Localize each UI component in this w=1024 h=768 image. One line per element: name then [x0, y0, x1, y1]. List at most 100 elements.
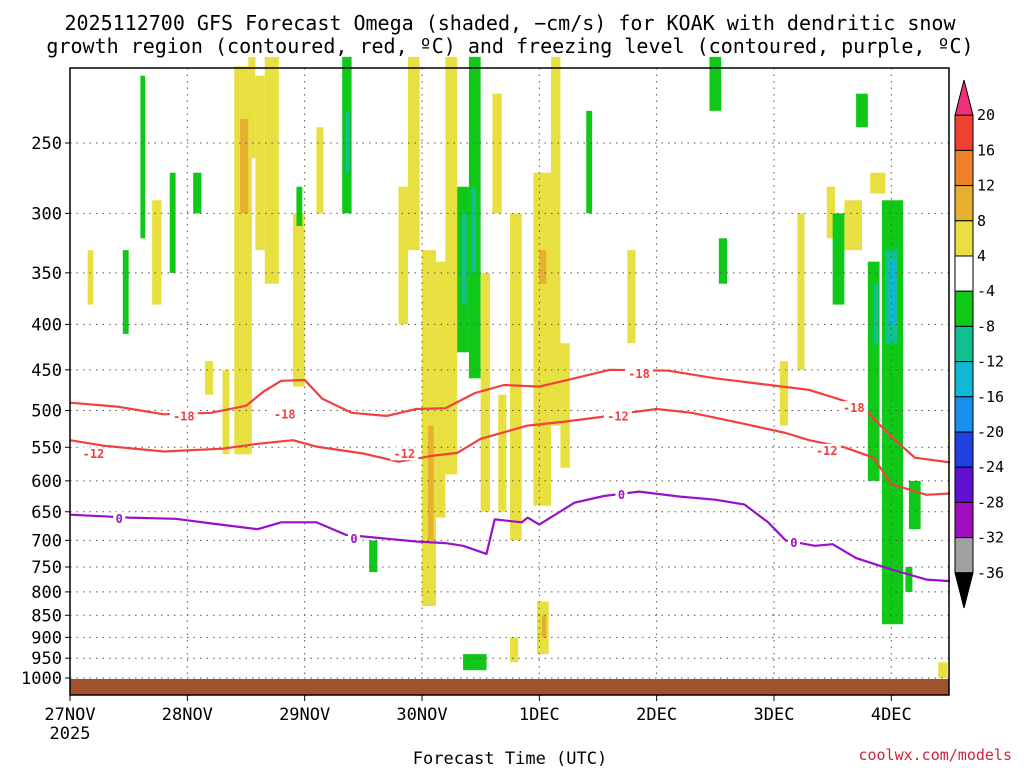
contour-label-0-3: 0: [790, 536, 797, 550]
omega-shade-cell-5: [222, 369, 230, 455]
omega-shade-cell-27: [492, 93, 502, 214]
omega-shade-cell-15: [345, 110, 350, 173]
omega-shade-cell-34: [586, 110, 593, 214]
omega-shade-cell-17: [407, 56, 420, 251]
ground-fill: [70, 679, 949, 695]
omega-shade-cell-11: [169, 172, 176, 273]
x-tick-sublabel-0: 2025: [50, 724, 91, 744]
omega-shade-cell-58: [938, 662, 948, 678]
ground-band: [70, 679, 949, 695]
contour-line-0: [69, 490, 951, 583]
contour-label-bg: [390, 447, 419, 461]
y-tick-label-700: 700: [31, 531, 62, 551]
contour-label--12-2: -12: [607, 410, 629, 424]
omega-shade-cell-10: [140, 75, 146, 239]
omega-shade-cell-16: [398, 186, 408, 325]
omega-shade-cell-28: [498, 394, 507, 512]
x-tick-label-2: 29NOV: [279, 705, 330, 725]
grid-lines: [70, 68, 949, 695]
colorbar-swatch-2: [954, 149, 974, 187]
colorbar-swatch-4: [954, 220, 974, 257]
x-axis-label: Forecast Time (UTC): [413, 749, 607, 768]
omega-shade-cell-7: [316, 127, 324, 214]
omega-shade-cell-23: [461, 213, 467, 305]
colorbar-label-1: 16: [977, 141, 995, 159]
colorbar-swatch-14: [954, 572, 974, 609]
colorbar-swatch-11: [954, 466, 974, 503]
contour-label-0-1: 0: [350, 532, 357, 546]
x-tick-label-6: 3DEC: [754, 705, 795, 725]
x-tick-label-3: 30NOV: [396, 705, 447, 725]
colorbar-label-4: 4: [977, 247, 986, 265]
omega-shade-cell-2: [248, 56, 256, 159]
colorbar: 20 16 12 8 4 -4 -8 -12 -16 -20 -24 -28 -32 -36: [954, 79, 1004, 609]
contour-label-0-0: 0: [116, 512, 123, 526]
omega-shade-cell-49: [908, 480, 921, 530]
y-tick-label-750: 750: [31, 558, 62, 578]
x-tick-label-1: 28NOV: [162, 705, 213, 725]
contour-label--18-1: -18: [274, 407, 296, 421]
y-axis: 2503003504004505005506006507007508008509…: [21, 134, 70, 689]
x-tick-label-4: 1DEC: [519, 705, 560, 725]
y-tick-label-900: 900: [31, 628, 62, 648]
omega-shade-cell-51: [779, 361, 789, 426]
y-tick-label-600: 600: [31, 472, 62, 492]
omega-shade-cell-32: [551, 56, 561, 426]
contour-label--18-3: -18: [843, 401, 865, 415]
x-tick-label-0: 27NOV: [44, 705, 95, 725]
contour-label--18-2: -18: [628, 367, 650, 381]
plot-frame: [69, 67, 950, 696]
omega-shade-cell-44: [826, 186, 835, 239]
colorbar-swatch-3: [954, 185, 974, 222]
colorbar-swatch-5: [954, 255, 974, 292]
colorbar-swatch-8: [954, 361, 974, 398]
omega-shade-cell-43: [873, 283, 879, 344]
colorbar-swatch-7: [954, 325, 974, 363]
contour-label--18-0: -18: [173, 410, 195, 424]
y-tick-label-400: 400: [31, 315, 62, 335]
omega-shade-cell-56: [718, 238, 728, 284]
temperature-contours: -18 -18 -18 -18 -12 -12 -12 -12 0 0 0 0: [69, 367, 951, 583]
omega-shade-cell-33: [560, 343, 570, 468]
colorbar-swatch-13: [954, 537, 974, 574]
colorbar-label-3: 8: [977, 212, 986, 230]
omega-shade-cell-20: [436, 261, 446, 518]
omega-shade-cell-42: [867, 261, 880, 481]
omega-shade-cell-12: [193, 172, 202, 214]
omega-shade-cell-9: [87, 250, 94, 305]
colorbar-label-5: -4: [977, 282, 995, 300]
contour-label-bg: [79, 447, 108, 461]
colorbar-label-10: -24: [977, 458, 1004, 476]
y-tick-label-300: 300: [31, 204, 62, 224]
omega-shade-cell-37: [541, 615, 547, 638]
omega-shade-cell-30: [533, 172, 552, 506]
contour-label--12-3: -12: [816, 444, 838, 458]
omega-shade-cell-8: [152, 200, 162, 305]
omega-shade-cell-26: [480, 272, 491, 512]
contour-label--12-0: -12: [83, 447, 105, 461]
contour-label-0-2: 0: [618, 488, 625, 502]
contour-label-bg: [625, 367, 654, 381]
colorbar-label-12: -32: [977, 529, 1004, 547]
colorbar-swatch-10: [954, 431, 974, 468]
omega-shade-cell-57: [509, 637, 519, 663]
omega-shade-cell-54: [369, 540, 378, 573]
y-tick-label-500: 500: [31, 402, 62, 422]
omega-shade-cell-19: [427, 425, 434, 541]
omega-shade-cell-4: [264, 56, 279, 284]
y-tick-label-650: 650: [31, 503, 62, 523]
x-tick-label-5: 2DEC: [636, 705, 677, 725]
omega-shade-cell-21: [445, 56, 458, 475]
omega-shade-cell-1: [240, 119, 249, 214]
omega-shade-cell-3: [255, 75, 265, 251]
omega-shade-cell-47: [832, 213, 845, 305]
chart-title-line-2: growth region (contoured, red, ºC) and f…: [46, 34, 973, 58]
credit-text: coolwx.com/models: [858, 746, 1012, 764]
y-tick-label-800: 800: [31, 583, 62, 603]
colorbar-label-13: -36: [977, 564, 1004, 582]
colorbar-label-9: -20: [977, 423, 1004, 441]
omega-shade-cell-31: [539, 250, 547, 284]
y-tick-label-550: 550: [31, 438, 62, 458]
colorbar-swatch-9: [954, 396, 974, 433]
